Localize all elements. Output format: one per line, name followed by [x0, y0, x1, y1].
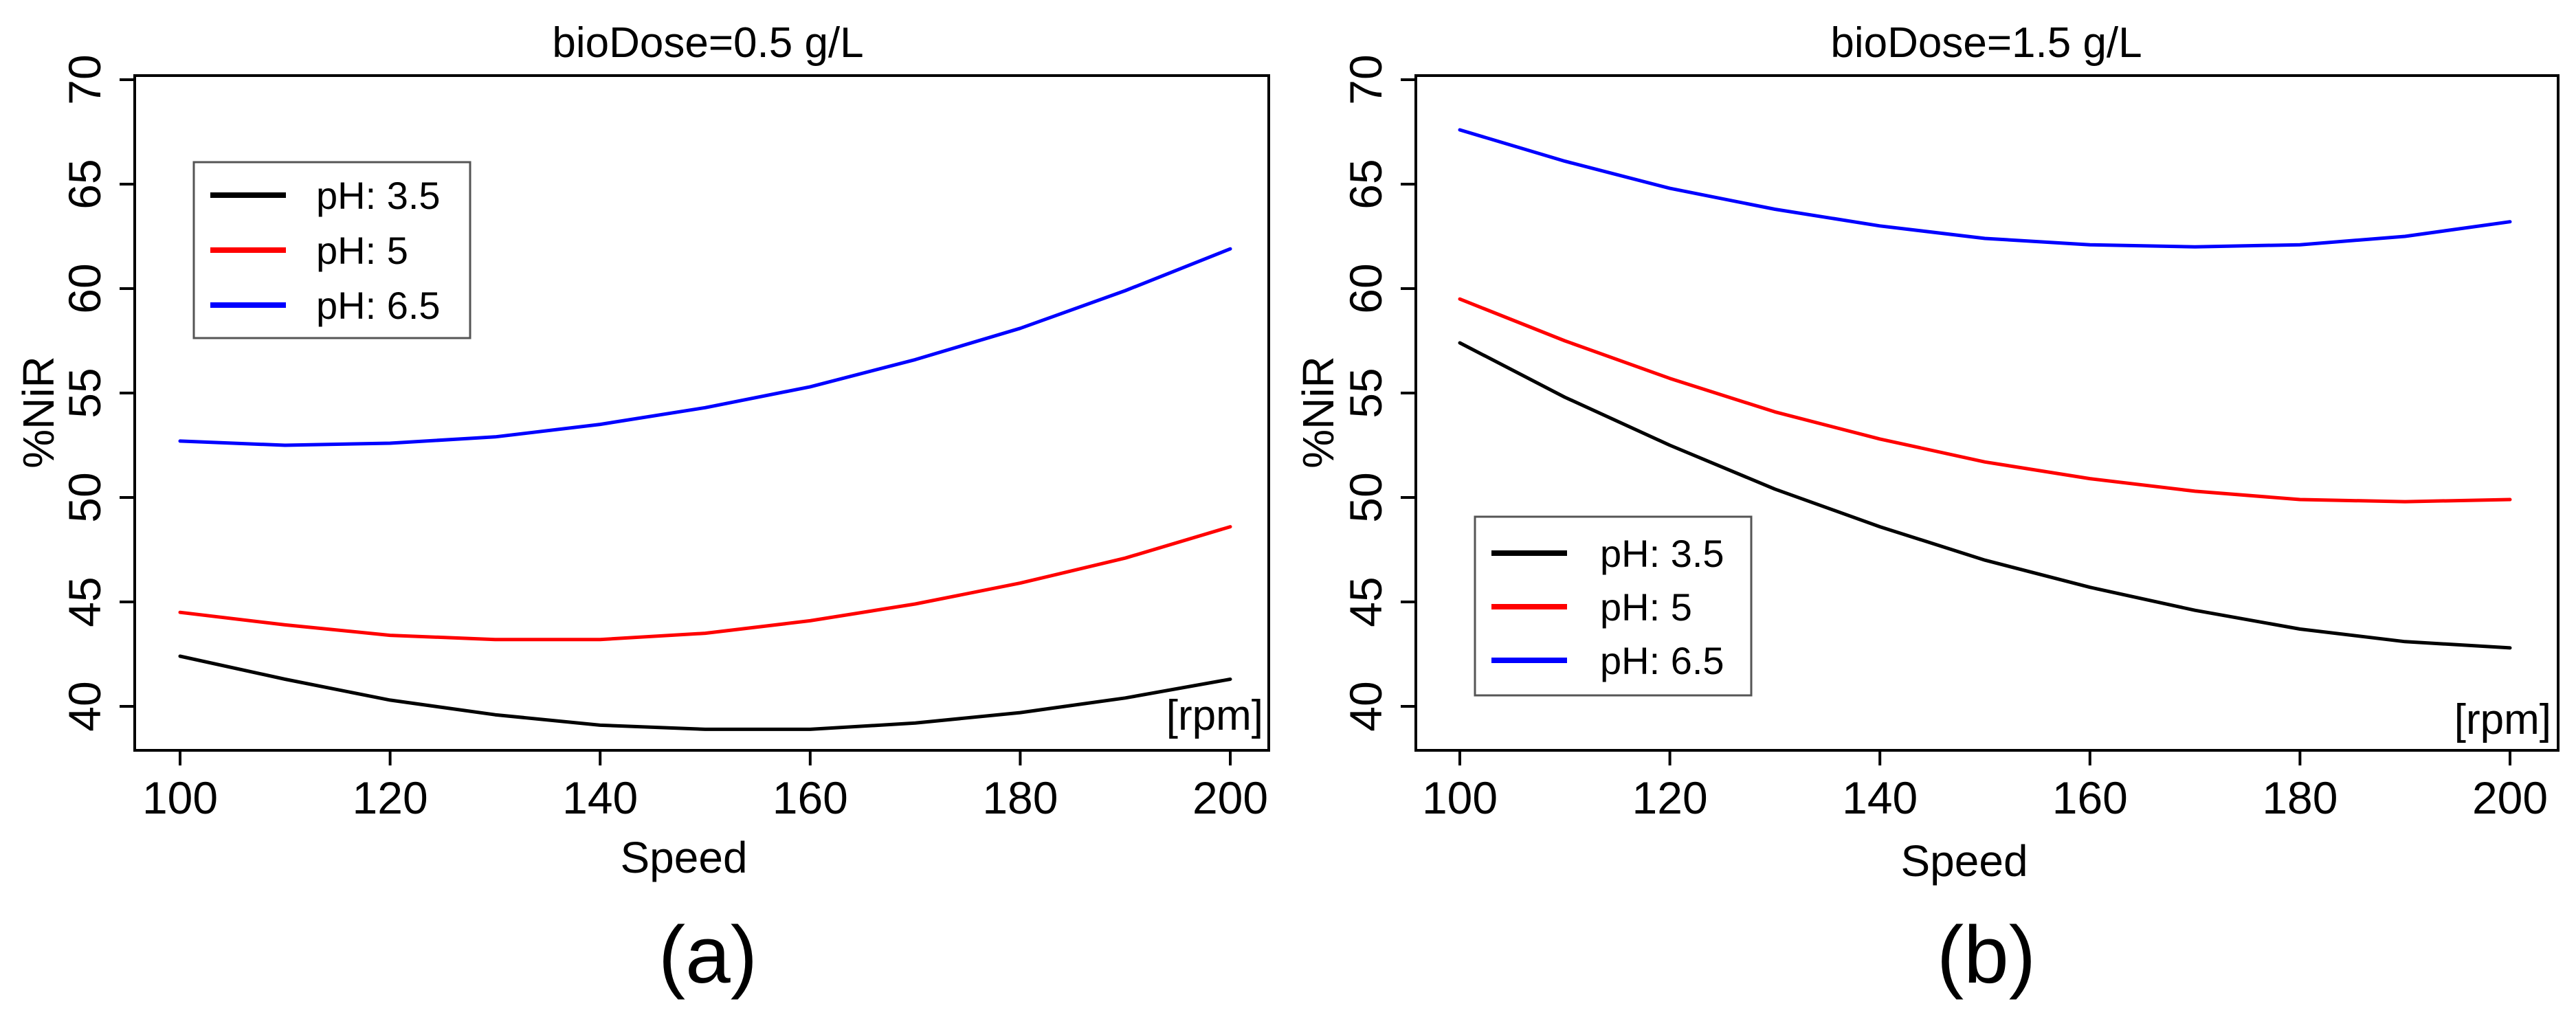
panel-b-y-label: %NiR	[1293, 356, 1343, 469]
panel-b-y-axis: 40 45 50 55 60 65 70	[1340, 54, 1416, 732]
panel-b-legend: pH: 3.5 pH: 5 pH: 6.5	[1474, 515, 1753, 697]
panel-a-y-tick-label: 55	[59, 368, 110, 418]
panel-a-title: bioDose=0.5 g/L	[552, 19, 863, 67]
panel-b-x-tick-label: 160	[2052, 772, 2128, 823]
panel-a-y-label: %NiR	[14, 356, 63, 469]
panel-a-y-tick-label: 65	[59, 159, 110, 209]
panel-b-series-line-0	[1458, 341, 2512, 650]
panel-a-y-tick-label: 70	[59, 54, 110, 104]
panel-a-x-tick-label: 180	[982, 772, 1058, 823]
panel-a-x-tick-label: 100	[142, 772, 218, 823]
panel-a-plot-frame	[133, 74, 1270, 752]
panel-b-caption: (b)	[1937, 910, 2036, 1000]
panel-b-x-tick-label: 140	[1842, 772, 1918, 823]
panel-b-y-tick-label: 40	[1340, 681, 1391, 731]
panel-b-x-tick-label: 180	[2262, 772, 2338, 823]
panel-b-x-axis: 100 120 140 160 180 200	[1422, 750, 2548, 823]
panel-b-y-tick-label: 45	[1340, 576, 1391, 627]
panel-b-legend-label: pH: 6.5	[1600, 639, 1724, 682]
panel-b-legend-label: pH: 3.5	[1600, 532, 1724, 575]
panel-a-x-tick-label: 200	[1192, 772, 1268, 823]
panel-a-series-line-2	[178, 247, 1232, 447]
panel-b-x-tick-label: 120	[1632, 772, 1708, 823]
panel-a: bioDose=0.5 g/L 100 120 140 160 180 200 40 45 5…	[14, 19, 1270, 1000]
panel-b-y-tick-label: 50	[1340, 472, 1391, 522]
panel-a-x-unit: [rpm]	[1166, 692, 1263, 739]
panel-a-legend-label: pH: 5	[316, 229, 408, 272]
panel-a-x-tick-label: 140	[562, 772, 638, 823]
panel-a-y-tick-label: 60	[59, 263, 110, 313]
panel-a-y-tick-label: 40	[59, 681, 110, 731]
panel-b-y-tick-label: 70	[1340, 54, 1391, 104]
panel-a-x-tick-label: 160	[773, 772, 848, 823]
panel-b-plot-frame	[1414, 74, 2560, 752]
panel-b-y-tick-label: 65	[1340, 159, 1391, 209]
panel-a-series-line-1	[178, 525, 1232, 642]
panel-a-x-label: Speed	[620, 833, 747, 882]
panel-a-x-axis: 100 120 140 160 180 200	[142, 750, 1268, 823]
panel-a-caption: (a)	[658, 910, 757, 1000]
panel-a-lines	[178, 247, 1232, 731]
panel-b-legend-label: pH: 5	[1600, 585, 1692, 629]
panel-a-legend-label: pH: 3.5	[316, 174, 441, 217]
panel-b-x-label: Speed	[1900, 836, 2028, 886]
panel-b-x-unit: [rpm]	[2454, 696, 2551, 743]
panel-b-series-line-1	[1458, 297, 2512, 504]
panel-b-x-tick-label: 100	[1422, 772, 1498, 823]
panel-b-title: bioDose=1.5 g/L	[1830, 19, 2142, 67]
panel-b-series-line-2	[1458, 128, 2512, 249]
panel-a-y-axis: 40 45 50 55 60 65 70	[59, 54, 135, 732]
panel-b-lines	[1458, 128, 2512, 650]
panel-a-legend-label: pH: 6.5	[316, 284, 441, 327]
panel-a-x-tick-label: 120	[353, 772, 428, 823]
panel-b: bioDose=1.5 g/L 100 120 140 160 180 200 40 45 5…	[1293, 19, 2560, 1000]
panel-b-y-tick-label: 55	[1340, 368, 1391, 418]
panel-a-legend: pH: 3.5 pH: 5 pH: 6.5	[192, 161, 471, 339]
panel-b-y-tick-label: 60	[1340, 263, 1391, 313]
panel-b-x-tick-label: 200	[2472, 772, 2548, 823]
panel-a-series-line-0	[178, 654, 1232, 731]
panel-a-y-tick-label: 45	[59, 576, 110, 627]
panel-a-y-tick-label: 50	[59, 472, 110, 522]
